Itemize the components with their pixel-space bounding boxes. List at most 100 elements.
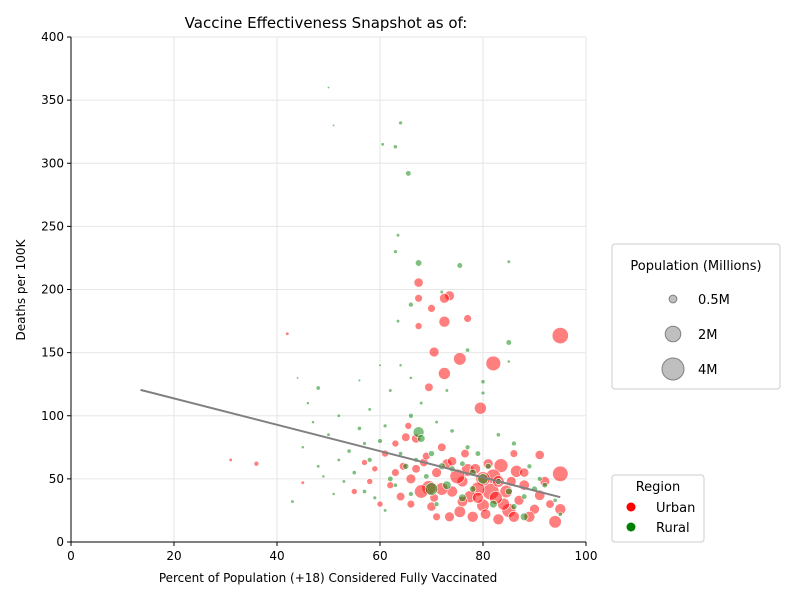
x-tick-label: 60 bbox=[372, 549, 387, 563]
data-point-rural bbox=[506, 259, 511, 264]
data-point-urban bbox=[431, 467, 442, 478]
data-point-rural bbox=[362, 489, 367, 494]
data-point-urban bbox=[437, 442, 447, 452]
data-point-rural bbox=[434, 420, 439, 425]
data-point-rural bbox=[366, 457, 373, 463]
data-point-urban bbox=[371, 465, 379, 473]
data-point-rural bbox=[306, 401, 310, 405]
data-point-rural bbox=[521, 493, 528, 500]
data-point-rural bbox=[439, 289, 444, 295]
region-legend-title: Region bbox=[636, 480, 681, 495]
data-point-rural bbox=[387, 475, 394, 482]
region-legend-label: Rural bbox=[656, 521, 690, 536]
data-point-urban bbox=[466, 510, 479, 523]
data-point-urban bbox=[404, 422, 413, 430]
size-legend-frame bbox=[611, 243, 781, 390]
data-point-urban bbox=[534, 449, 545, 460]
data-point-rural bbox=[480, 379, 486, 385]
data-point-rural bbox=[357, 378, 362, 383]
data-point-rural bbox=[415, 259, 423, 267]
data-point-urban bbox=[405, 473, 417, 485]
y-tick-label: 300 bbox=[41, 156, 64, 170]
data-point-urban bbox=[432, 512, 441, 521]
size-legend-label: 0.5M bbox=[698, 293, 730, 308]
data-point-urban bbox=[428, 346, 440, 358]
y-tick-label: 400 bbox=[41, 30, 64, 44]
data-point-urban bbox=[552, 465, 569, 482]
data-point-urban bbox=[492, 513, 505, 526]
y-tick-label: 150 bbox=[41, 346, 64, 360]
data-point-rural bbox=[557, 511, 563, 517]
data-point-urban bbox=[508, 510, 520, 523]
data-point-rural bbox=[393, 249, 398, 254]
region-legend: Region Urban Rural bbox=[611, 474, 705, 543]
data-point-urban bbox=[401, 432, 411, 442]
data-point-rural bbox=[395, 319, 401, 324]
region-legend-entries: Urban Rural bbox=[626, 501, 695, 536]
size-legend-label: 4M bbox=[698, 363, 718, 378]
data-point-rural bbox=[474, 450, 481, 457]
data-point-urban bbox=[509, 449, 519, 458]
data-point-urban bbox=[438, 367, 451, 380]
data-point-rural bbox=[505, 487, 513, 496]
data-point-urban bbox=[438, 315, 451, 328]
data-point-rural bbox=[489, 499, 498, 509]
data-point-rural bbox=[398, 120, 403, 126]
data-point-urban bbox=[350, 488, 358, 495]
data-point-urban bbox=[460, 449, 470, 459]
x-tick-label: 40 bbox=[269, 549, 284, 563]
data-point-rural bbox=[456, 262, 463, 269]
data-point-rural bbox=[382, 423, 388, 429]
data-point-rural bbox=[290, 499, 295, 504]
data-point-rural bbox=[346, 448, 352, 454]
data-point-urban bbox=[376, 500, 384, 508]
data-point-rural bbox=[395, 233, 401, 238]
data-point-rural bbox=[469, 485, 477, 493]
data-point-urban bbox=[253, 460, 260, 467]
data-point-rural bbox=[351, 470, 357, 476]
data-point-rural bbox=[424, 482, 439, 496]
data-point-rural bbox=[341, 479, 346, 484]
data-point-rural bbox=[428, 450, 435, 457]
data-point-rural bbox=[398, 363, 403, 368]
x-tick-label: 80 bbox=[475, 549, 490, 563]
data-point-urban bbox=[411, 464, 421, 474]
data-point-urban bbox=[414, 322, 423, 330]
data-point-rural bbox=[311, 420, 315, 424]
data-point-urban bbox=[551, 327, 569, 345]
data-point-rural bbox=[336, 457, 341, 462]
data-point-rural bbox=[506, 359, 511, 364]
data-point-rural bbox=[378, 363, 382, 367]
y-tick-label: 100 bbox=[41, 409, 64, 423]
data-point-rural bbox=[433, 501, 440, 507]
data-point-rural bbox=[541, 482, 548, 489]
data-point-urban bbox=[447, 456, 457, 467]
data-point-urban bbox=[474, 401, 487, 415]
data-point-urban bbox=[366, 478, 374, 485]
y-axis-label: Deaths per 100K bbox=[14, 238, 28, 340]
trendline bbox=[140, 388, 561, 499]
data-point-urban bbox=[386, 481, 395, 489]
data-point-rural bbox=[356, 425, 362, 431]
y-tick-label: 350 bbox=[41, 93, 64, 107]
data-point-rural bbox=[377, 438, 383, 444]
data-point-rural bbox=[315, 385, 321, 391]
data-point-rural bbox=[402, 462, 410, 470]
data-point-rural bbox=[388, 388, 393, 393]
data-point-rural bbox=[464, 444, 471, 451]
data-point-rural bbox=[552, 497, 558, 503]
data-point-rural bbox=[331, 492, 336, 496]
data-point-rural bbox=[459, 460, 466, 467]
size-legend-marker bbox=[668, 294, 678, 304]
data-point-rural bbox=[383, 508, 388, 513]
data-point-rural bbox=[326, 432, 331, 437]
data-point-rural bbox=[520, 512, 529, 521]
data-point-rural bbox=[367, 407, 372, 412]
trendline-layer bbox=[140, 388, 561, 499]
data-point-rural bbox=[362, 441, 367, 446]
data-point-rural bbox=[449, 428, 455, 434]
data-point-rural bbox=[458, 493, 467, 502]
data-point-rural bbox=[484, 462, 492, 470]
data-point-rural bbox=[392, 482, 398, 488]
